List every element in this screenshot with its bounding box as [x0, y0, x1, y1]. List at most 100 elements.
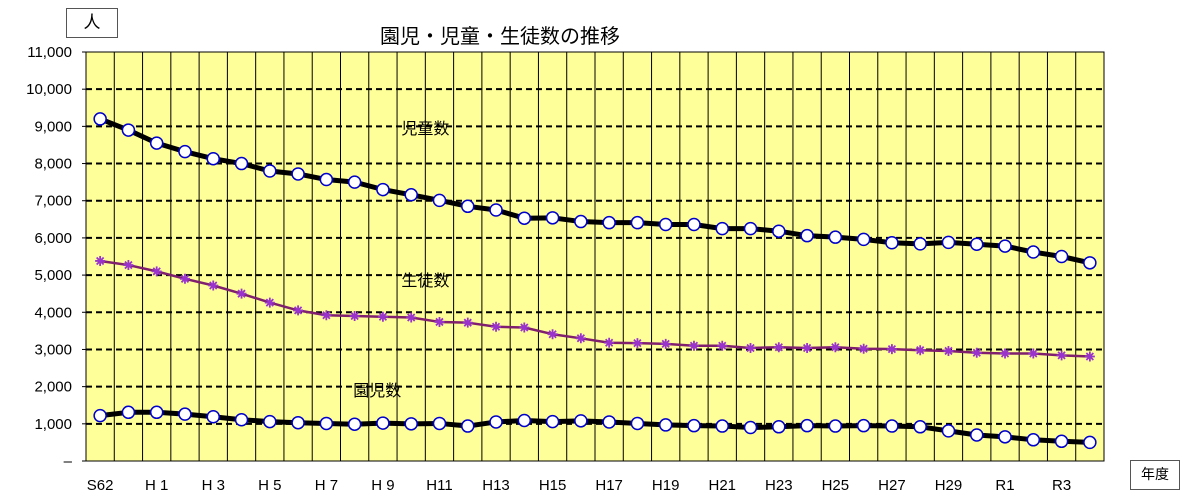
data-point [630, 416, 645, 431]
data-point [489, 415, 503, 429]
x-tick-label: H13 [482, 477, 510, 494]
data-point [800, 418, 814, 433]
data-point [941, 424, 956, 438]
data-point [347, 417, 362, 431]
data-point [1028, 348, 1039, 359]
data-point [376, 416, 390, 430]
data-point [491, 321, 502, 332]
data-point [319, 416, 334, 431]
data-point [858, 343, 869, 354]
data-point [658, 217, 673, 232]
x-tick-label: H11 [426, 477, 452, 494]
x-tick-label: H19 [652, 477, 680, 494]
data-point [688, 340, 699, 351]
data-point [293, 305, 304, 316]
data-point [1056, 350, 1067, 361]
data-point [1026, 433, 1041, 447]
data-point [660, 338, 671, 349]
data-point [715, 221, 729, 236]
data-point [745, 342, 756, 353]
data-point [406, 312, 417, 323]
data-point [772, 224, 786, 238]
data-point [376, 182, 390, 197]
data-point [93, 112, 107, 126]
y-tick-label: – [64, 453, 73, 470]
data-point [885, 419, 899, 433]
data-point [913, 237, 927, 251]
data-point [574, 214, 588, 229]
data-point [604, 337, 615, 348]
x-tick-label: H25 [822, 477, 850, 494]
data-point [743, 420, 758, 435]
data-point [1084, 351, 1095, 362]
chart-title: 園児・児童・生徒数の推移 [380, 24, 620, 48]
series-annotation-label: 児童数 [401, 119, 449, 138]
data-point [658, 418, 673, 432]
data-point [462, 317, 473, 328]
data-point [121, 123, 136, 137]
data-point [941, 235, 956, 250]
data-point [291, 415, 305, 430]
y-tick-label: 8,000 [34, 156, 72, 173]
data-point [1054, 249, 1069, 264]
data-point [915, 345, 926, 356]
data-point [717, 340, 728, 351]
data-point [349, 310, 360, 321]
x-axis-unit-label: 年度 [1130, 460, 1180, 490]
data-point [632, 338, 643, 349]
data-point [461, 419, 475, 433]
data-point [149, 405, 164, 420]
data-point [206, 410, 220, 424]
data-point [856, 232, 871, 247]
data-point [943, 345, 954, 356]
x-tick-label: S62 [87, 477, 114, 494]
data-point [574, 414, 588, 428]
x-tick-label: R1 [995, 477, 1014, 494]
data-point [123, 260, 134, 271]
data-point [885, 235, 899, 250]
x-tick-label: H27 [878, 477, 906, 494]
data-point [95, 255, 106, 266]
data-point [773, 342, 784, 353]
data-point [121, 405, 136, 420]
data-point [234, 156, 249, 171]
data-point [772, 420, 786, 434]
data-point [913, 420, 927, 434]
data-point [547, 329, 558, 340]
data-point [347, 175, 362, 189]
data-point [208, 280, 219, 291]
x-tick-label: H 1 [145, 477, 168, 494]
data-point [970, 237, 984, 251]
data-point [1000, 348, 1011, 359]
data-point [461, 199, 475, 214]
data-point [602, 415, 616, 429]
data-point [321, 310, 332, 321]
data-point [575, 333, 586, 344]
series-annotation-label: 生徒数 [401, 272, 449, 290]
data-point [1026, 245, 1041, 259]
data-point [178, 407, 192, 421]
data-point [1054, 434, 1069, 449]
data-point [971, 347, 982, 358]
y-tick-label: 10,000 [26, 81, 72, 98]
data-point [602, 215, 616, 230]
data-point [234, 412, 249, 427]
y-axis-unit-label: 人 [66, 8, 118, 38]
y-tick-label: 11,000 [27, 44, 72, 61]
data-point [178, 144, 192, 159]
data-point [264, 297, 275, 308]
y-tick-label: 3,000 [34, 341, 72, 358]
data-point [377, 311, 388, 322]
data-point [970, 428, 984, 442]
x-tick-label: H 3 [202, 477, 225, 494]
y-tick-label: 4,000 [34, 304, 72, 321]
data-point [291, 167, 305, 181]
data-point [404, 188, 418, 202]
data-point [743, 221, 758, 236]
data-point [998, 239, 1012, 253]
data-point [800, 228, 814, 243]
data-point [1083, 435, 1097, 450]
data-point [998, 430, 1012, 444]
